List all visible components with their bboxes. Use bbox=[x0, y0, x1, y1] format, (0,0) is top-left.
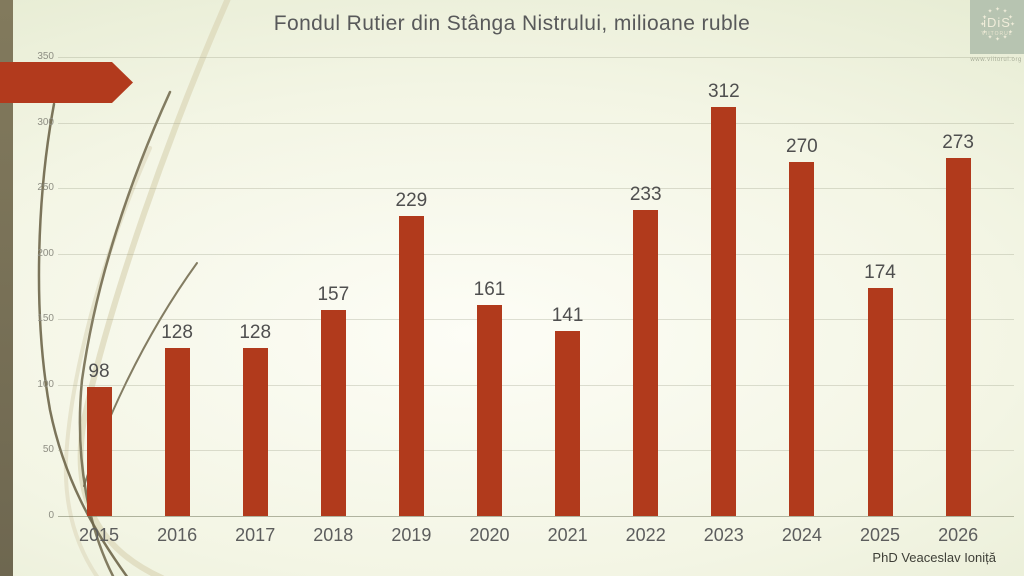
bar-value-label: 141 bbox=[551, 305, 584, 327]
logo-text: iDiS bbox=[983, 15, 1011, 30]
author-credit: PhD Veaceslav Ioniță bbox=[872, 550, 996, 565]
gridline-200 bbox=[58, 253, 1014, 255]
star-icon: ✦ bbox=[987, 9, 993, 15]
gridline-150 bbox=[58, 319, 1014, 321]
star-icon: ✦ bbox=[1002, 9, 1008, 15]
star-icon: ✦ bbox=[982, 29, 988, 36]
x-axis-label: 2025 bbox=[859, 525, 901, 545]
logo-url: www.viitorul.org bbox=[970, 57, 1022, 63]
star-icon: ✦ bbox=[1007, 29, 1014, 36]
bar-value-label: 157 bbox=[317, 284, 350, 306]
bar-value-label: 161 bbox=[473, 278, 506, 300]
bar-value-label: 229 bbox=[395, 189, 428, 211]
logo-subtext: VIITORUL bbox=[981, 31, 1013, 37]
bar-2021 bbox=[555, 331, 581, 516]
y-tick-label: 350 bbox=[37, 51, 54, 62]
bar-2026 bbox=[945, 157, 971, 516]
y-tick-label: 150 bbox=[37, 313, 54, 325]
x-axis-label: 2026 bbox=[938, 525, 979, 545]
star-icon: ✦ bbox=[1002, 34, 1008, 41]
gridline-100 bbox=[58, 384, 1014, 386]
star-icon: ✦ bbox=[1010, 22, 1016, 28]
bar-2024 bbox=[789, 161, 815, 516]
bar-value-label: 128 bbox=[239, 322, 272, 344]
star-icon: ✦ bbox=[980, 22, 986, 28]
bar-2020 bbox=[477, 304, 502, 516]
star-icon: ✦ bbox=[982, 14, 988, 21]
x-axis-label: 2015 bbox=[78, 525, 120, 545]
x-axis-label: 2019 bbox=[391, 525, 432, 545]
x-axis-label: 2017 bbox=[235, 525, 276, 545]
y-tick-label: 100 bbox=[37, 378, 54, 390]
idis-logo: ✦ ✦ ✦ ✦ ✦ ✦ ✦ ✦ ✦ ✦ ✦ ✦ iDiS VIITORUL bbox=[970, 0, 1024, 54]
bar-value-label: 312 bbox=[707, 80, 740, 102]
bar-2023 bbox=[711, 106, 737, 516]
bar-value-label: 233 bbox=[629, 184, 662, 206]
star-icon: ✦ bbox=[1007, 14, 1014, 21]
star-icon: ✦ bbox=[995, 7, 1001, 13]
bar-value-label: 270 bbox=[786, 135, 818, 157]
gridline-350 bbox=[58, 57, 1014, 58]
bar-2017 bbox=[242, 348, 268, 516]
gridline-50 bbox=[58, 450, 1014, 452]
star-icon: ✦ bbox=[987, 34, 993, 41]
bar-2015 bbox=[86, 387, 112, 516]
x-axis-label: 2020 bbox=[469, 525, 510, 545]
bar-2022 bbox=[633, 210, 659, 516]
x-axis-label: 2022 bbox=[625, 525, 666, 545]
y-tick-label: 0 bbox=[48, 510, 54, 521]
bar-value-label: 128 bbox=[161, 322, 193, 344]
y-tick-label: 250 bbox=[37, 182, 54, 194]
bar-value-label: 273 bbox=[942, 131, 974, 153]
y-tick-label: 50 bbox=[42, 444, 54, 456]
bar-2019 bbox=[398, 215, 424, 516]
x-axis-label: 2016 bbox=[157, 525, 198, 545]
gridline-300 bbox=[58, 122, 1014, 124]
y-tick-label: 300 bbox=[37, 116, 54, 128]
x-axis-label: 2018 bbox=[313, 525, 354, 545]
star-icon: ✦ bbox=[995, 37, 1001, 43]
y-tick-label: 200 bbox=[37, 247, 54, 259]
bar-value-label: 98 bbox=[88, 361, 110, 383]
bar-2025 bbox=[867, 287, 893, 516]
left-accent-strip bbox=[0, 0, 13, 576]
bar-value-label: 174 bbox=[864, 261, 896, 283]
bar-2016 bbox=[164, 348, 190, 516]
x-axis-label: 2024 bbox=[781, 525, 822, 545]
bar-2018 bbox=[320, 310, 346, 516]
gridline-250 bbox=[58, 188, 1014, 190]
x-axis-label: 2023 bbox=[703, 525, 744, 545]
x-axis-label: 2021 bbox=[547, 525, 588, 545]
chart-title: Fondul Rutier din Stânga Nistrului, mili… bbox=[273, 12, 751, 35]
x-axis-line bbox=[58, 516, 1014, 517]
